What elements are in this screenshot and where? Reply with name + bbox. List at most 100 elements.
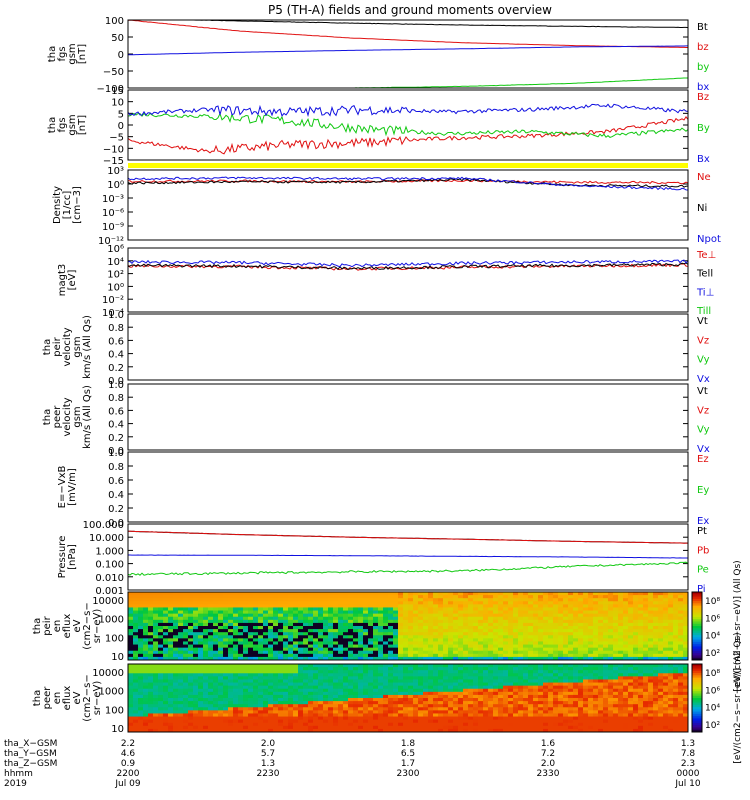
ytick-label: 0.2 xyxy=(108,433,124,444)
figure-title: P5 (TH-A) fields and ground moments over… xyxy=(268,3,552,17)
ytick-label: 0.6 xyxy=(108,476,124,487)
xaxis-tick-value: Jul 10 xyxy=(674,779,700,789)
ytick-label: −100 xyxy=(97,84,124,95)
legend-item-Vy: Vy xyxy=(697,355,710,366)
legend-item-Vz: Vz xyxy=(697,335,709,346)
ytick-label: 1.0 xyxy=(108,380,124,391)
heatmap-cells xyxy=(128,592,688,660)
colorbar-tick-label: 10⁸ xyxy=(705,597,720,607)
colorbar xyxy=(691,663,703,733)
panel-frame xyxy=(127,451,689,523)
xaxis-tick-value: 7.2 xyxy=(541,749,555,759)
ylabel: [cm−3] xyxy=(72,186,83,224)
ytick-label: −15 xyxy=(103,156,124,167)
xaxis-tick-value: 2230 xyxy=(257,769,280,779)
panel-frame xyxy=(127,591,689,661)
ytick-label: 10² xyxy=(107,270,124,281)
ytick-label: 0 xyxy=(118,121,124,132)
ytick-label: 10⁻¹² xyxy=(98,236,124,247)
ytick-label: 0.0 xyxy=(108,446,124,457)
flag-bar xyxy=(128,163,688,168)
xaxis-tick-value: 1.7 xyxy=(401,759,415,769)
ylabel: (cm2−s− xyxy=(82,602,93,649)
ytick-label: 50 xyxy=(111,33,124,44)
xaxis-tick-value: 4.6 xyxy=(121,749,136,759)
ylabel: Pressure xyxy=(57,536,68,579)
legend-item-Bt: Bt xyxy=(697,22,708,33)
series-line-Te⊥ xyxy=(128,263,688,271)
series-line-Tell xyxy=(128,262,688,271)
ylabel: tha xyxy=(32,618,43,634)
series-line-Ni xyxy=(128,177,688,188)
ylabel: (cm2−s− xyxy=(82,674,93,721)
colorbar-label: [eV/(cm2−s−sr−eV)] (All Qs) xyxy=(733,632,743,763)
xaxis-tick-value: 2.3 xyxy=(681,759,695,769)
ylabel: fgs xyxy=(57,117,68,132)
ylabel: km/s (All Qs) xyxy=(82,385,93,449)
legend-item-Pt: Pt xyxy=(697,526,707,537)
ylabel: [1/cc] xyxy=(62,191,73,220)
panel-frame xyxy=(127,169,689,241)
ylabel: gsm xyxy=(72,406,83,427)
panel-fgs_gsm: 100 50 0 −50 −100 tha fgs gsm [nT] Bt bz by bx xyxy=(47,16,709,95)
legend-item-By: By xyxy=(697,123,710,134)
ytick-label: 0.4 xyxy=(108,490,124,501)
legend-item-Pi: Pi xyxy=(697,584,706,595)
xaxis-row-label: tha_Z−GSM xyxy=(4,759,57,769)
legend-item-Tell: Tell xyxy=(696,269,713,280)
ytick-label: 0.0 xyxy=(108,518,124,529)
ylabel: [eV] xyxy=(67,270,78,291)
ytick-label: 10000 xyxy=(92,596,124,607)
series-line-Bx xyxy=(128,103,688,118)
panel-pressure: 100.000 10.000 1.000 0.100 0.010 0.001 Pressur… xyxy=(57,520,709,597)
ytick-label: 10.000 xyxy=(89,533,124,544)
ytick-label: 10⁰ xyxy=(107,180,124,191)
legend-item-Npot: Npot xyxy=(697,234,721,245)
ylabel: [nT] xyxy=(77,115,88,135)
panel-frame xyxy=(127,247,689,313)
ytick-label: 10⁻² xyxy=(102,295,124,306)
xaxis-tick-value: 6.5 xyxy=(401,749,415,759)
xaxis-tick-value: 2200 xyxy=(117,769,140,779)
ylabel: eV xyxy=(72,619,83,632)
legend-item-Vy: Vy xyxy=(697,425,710,436)
ylabel: [nT] xyxy=(77,44,88,64)
xaxis-tick-value: 5.7 xyxy=(261,749,275,759)
ytick-label: 0.4 xyxy=(108,350,124,361)
xaxis-tick-value: 0.9 xyxy=(121,759,136,769)
ylabel: gsm xyxy=(72,336,83,357)
series-line-Ti⊥ xyxy=(128,259,688,268)
xaxis-row-label: tha_Y−GSM xyxy=(4,749,57,759)
legend-item-bz: bz xyxy=(697,42,709,53)
legend-item-Ey: Ey xyxy=(697,485,709,496)
colorbar-tick-label: 10⁶ xyxy=(705,686,720,696)
ytick-label: 0.0 xyxy=(108,376,124,387)
xaxis-tick-value: 2300 xyxy=(397,769,420,779)
ytick-label: 10 xyxy=(111,98,124,109)
legend-item-Bx: Bx xyxy=(697,154,710,165)
panel-frame xyxy=(127,383,689,451)
xaxis-tick-value: 7.8 xyxy=(681,749,696,759)
ytick-label: 0.8 xyxy=(108,462,124,473)
xaxis-tick-value: 1.6 xyxy=(541,739,556,749)
ylabel: en xyxy=(52,620,63,633)
legend-item-Ez: Ez xyxy=(697,454,709,465)
ylabel: gsm xyxy=(67,43,78,64)
ytick-label: 1000 xyxy=(99,615,124,626)
ytick-label: 100 xyxy=(105,705,124,716)
xaxis-row-label: tha_X−GSM xyxy=(4,739,57,749)
ytick-label: 0.6 xyxy=(108,406,124,417)
ytick-label: 10⁰ xyxy=(107,282,124,293)
legend-item-Bz: Bz xyxy=(697,92,709,103)
panel-density: 10³ 10⁰ 10⁻³ 10⁻⁶ 10⁻⁹ 10⁻¹² Density [1/cc] [cm−… xyxy=(52,166,721,247)
panel-peer_en_eflux: 10000 1000 100 10 10⁸ 10⁶ 10⁴ 10² [eV/(cm2−s−sr−… xyxy=(32,632,743,763)
ytick-label: 10⁶ xyxy=(107,244,124,255)
legend-item-Ni: Ni xyxy=(697,203,707,214)
ytick-label: −50 xyxy=(103,67,124,78)
ylabel: en xyxy=(52,692,63,705)
xaxis-tick-value: 2.0 xyxy=(541,759,556,769)
panel-peir_en_eflux: 10000 1000 100 10 10⁸ 10⁶ 10⁴ 10² [eV/(cm2−s−sr−… xyxy=(32,560,743,691)
ytick-label: 0.001 xyxy=(95,586,124,597)
ytick-label: 0.2 xyxy=(108,504,124,515)
